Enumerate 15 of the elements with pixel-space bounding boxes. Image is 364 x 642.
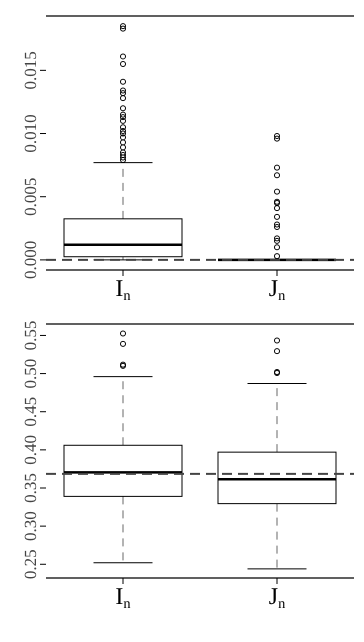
x-tick-label: I$_{n}$ xyxy=(115,584,131,612)
x-tick-label: J$_{n}$ xyxy=(268,276,286,304)
y-tick-label: 0.25 xyxy=(21,549,40,580)
y-tick-label: 0.35 xyxy=(21,473,40,503)
y-tick-label: 0.000 xyxy=(21,240,40,280)
x-tick-label: J$_{n}$ xyxy=(268,584,286,612)
y-tick-label: 0.55 xyxy=(21,320,40,350)
x-tick-label: I$_{n}$ xyxy=(115,276,131,304)
y-tick-label: 0.005 xyxy=(21,178,40,216)
y-tick-label: 0.015 xyxy=(21,51,40,90)
y-tick-label: 0.40 xyxy=(21,434,40,465)
y-tick-label: 0.010 xyxy=(21,114,40,153)
y-tick-label: 0.50 xyxy=(21,358,40,388)
y-tick-label: 0.45 xyxy=(21,396,40,427)
y-tick-label: 0.30 xyxy=(21,511,40,542)
